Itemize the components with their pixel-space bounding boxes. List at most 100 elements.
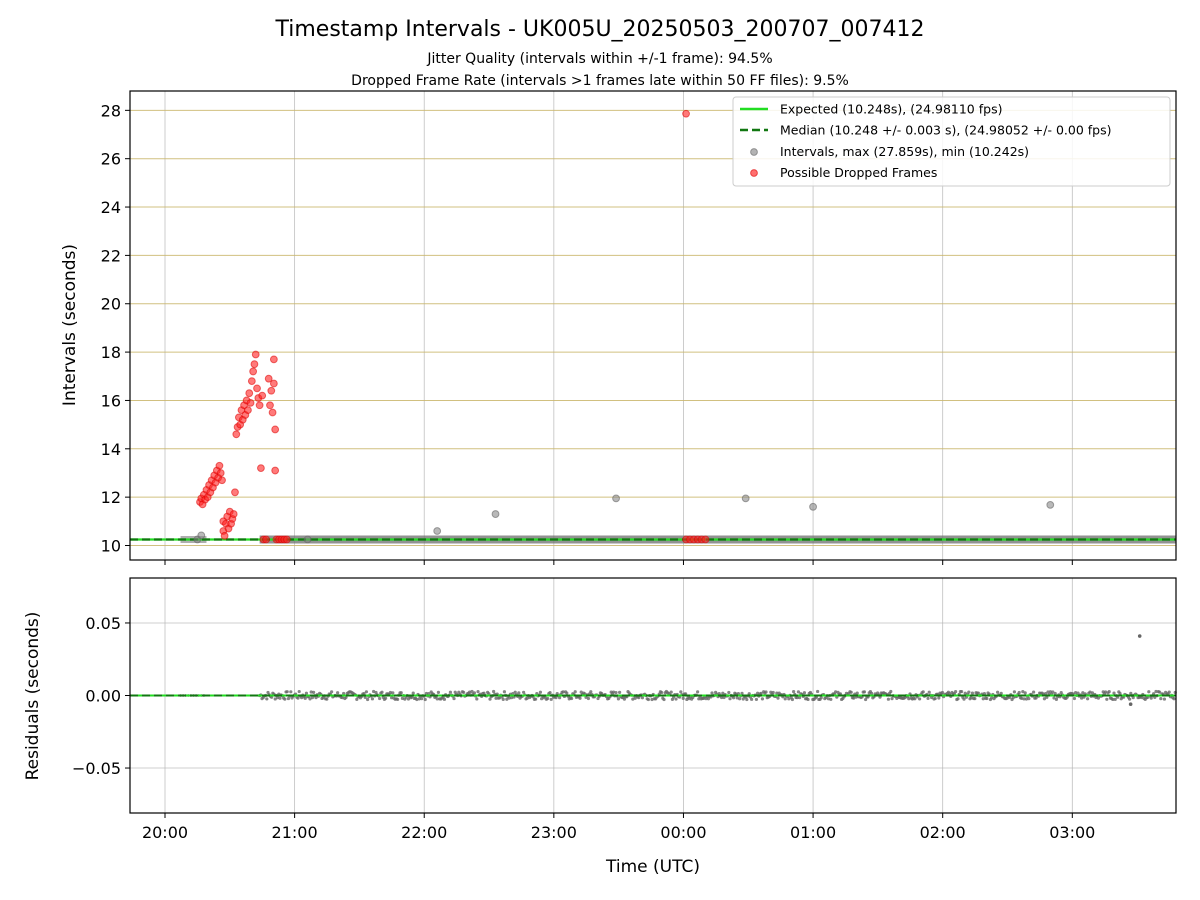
residuals-y-tick-label: −0.05 xyxy=(72,759,121,778)
residual-point xyxy=(286,696,291,701)
residual-point xyxy=(855,691,859,695)
residual-point xyxy=(1011,696,1015,700)
residual-point xyxy=(819,696,823,700)
residual-point xyxy=(420,697,424,701)
residual-point xyxy=(862,690,867,694)
residual-point xyxy=(674,697,678,701)
residual-point xyxy=(963,691,967,695)
residual-point xyxy=(981,697,985,701)
residual-point xyxy=(1154,689,1158,694)
residual-point xyxy=(960,689,964,694)
interval-point xyxy=(741,494,750,503)
residual-point xyxy=(462,690,466,694)
residual-outlier-point xyxy=(1137,634,1142,638)
residual-point xyxy=(976,691,981,695)
dropped-frame-point xyxy=(282,535,291,544)
residual-point xyxy=(937,696,941,700)
residuals-data xyxy=(130,634,1177,707)
residual-point xyxy=(706,697,711,701)
residual-point xyxy=(1111,697,1115,702)
residual-point xyxy=(710,691,714,695)
residual-point xyxy=(745,697,749,702)
residual-point xyxy=(278,696,282,700)
residual-point xyxy=(1012,690,1017,694)
residual-point xyxy=(727,690,731,695)
dropped-frame-point xyxy=(269,379,278,388)
residual-point xyxy=(303,696,307,700)
residual-point xyxy=(796,690,801,694)
residual-point xyxy=(399,691,403,695)
residual-point xyxy=(764,690,768,694)
residual-point xyxy=(720,695,724,700)
dropped-frame-point xyxy=(255,401,264,410)
residual-point xyxy=(728,697,732,701)
intervals-y-tick-label: 14 xyxy=(101,440,121,459)
interval-point xyxy=(433,527,442,535)
intervals-y-tick-label: 12 xyxy=(101,488,121,507)
dropped-frame-point xyxy=(701,535,710,544)
residual-point xyxy=(792,690,796,694)
residual-point xyxy=(921,690,925,694)
residual-point xyxy=(423,697,427,702)
dropped-frame-point xyxy=(271,425,280,434)
residual-point xyxy=(558,696,562,700)
intervals-y-tick-label: 24 xyxy=(101,198,121,217)
intervals-y-ticks: 10 12 14 16 18 20 22 24 26 28 xyxy=(101,101,130,555)
residual-point xyxy=(990,696,994,700)
dropped-frame-point xyxy=(682,109,690,118)
residual-point xyxy=(890,697,894,701)
residual-point xyxy=(344,695,348,699)
residuals-x-ticks: 20:00 21:00 22:00 23:00 00:00 01:00 02:00 03:00 xyxy=(142,813,1095,842)
residual-point xyxy=(849,690,853,694)
dropped-frame-point xyxy=(253,384,261,393)
residual-point xyxy=(962,697,966,701)
residual-point xyxy=(967,690,971,694)
residual-point xyxy=(662,697,666,702)
residual-point xyxy=(996,690,1000,694)
residual-point xyxy=(1159,697,1163,701)
interval-point xyxy=(303,535,312,544)
residual-point xyxy=(1172,697,1176,701)
intervals-y-axis-label: Intervals (seconds) xyxy=(60,244,80,406)
residual-point xyxy=(417,697,421,701)
residual-point xyxy=(1020,696,1024,700)
residual-point xyxy=(1017,690,1021,695)
residual-point xyxy=(325,697,329,701)
legend-intervals-label: Intervals, max (27.859s), min (10.242s) xyxy=(780,144,1029,159)
residual-point xyxy=(517,691,521,695)
residual-point xyxy=(400,696,405,700)
residual-point xyxy=(452,696,456,701)
residual-point xyxy=(1046,690,1050,694)
residual-point xyxy=(442,697,447,701)
residual-point xyxy=(370,697,375,701)
dropped-frame-point xyxy=(269,355,278,364)
residual-point xyxy=(722,695,726,700)
residual-point xyxy=(650,697,654,702)
residual-point xyxy=(1044,692,1048,696)
intervals-plot-frame xyxy=(129,90,1177,561)
residual-point xyxy=(570,696,574,701)
residual-point xyxy=(738,697,742,701)
residual-point xyxy=(312,690,316,694)
residual-point xyxy=(933,696,937,701)
residual-point xyxy=(1042,697,1047,701)
residual-point xyxy=(1113,697,1117,701)
residual-point xyxy=(297,689,301,694)
residual-point xyxy=(488,697,492,701)
residual-point xyxy=(589,690,593,694)
residual-point xyxy=(1034,696,1038,700)
residual-point xyxy=(889,689,893,694)
residual-point xyxy=(1153,695,1157,699)
x-tick-label: 01:00 xyxy=(790,823,836,842)
residual-point xyxy=(494,696,498,700)
interval-point xyxy=(612,494,620,503)
residual-point xyxy=(754,697,759,702)
residual-point xyxy=(1158,690,1162,694)
residual-point xyxy=(985,696,989,701)
residual-outlier-point xyxy=(1128,702,1133,707)
residual-point xyxy=(1053,691,1057,696)
residual-point xyxy=(285,690,289,694)
dropped-frame-point xyxy=(244,406,252,415)
residual-point xyxy=(330,690,334,694)
residual-point xyxy=(522,690,526,694)
